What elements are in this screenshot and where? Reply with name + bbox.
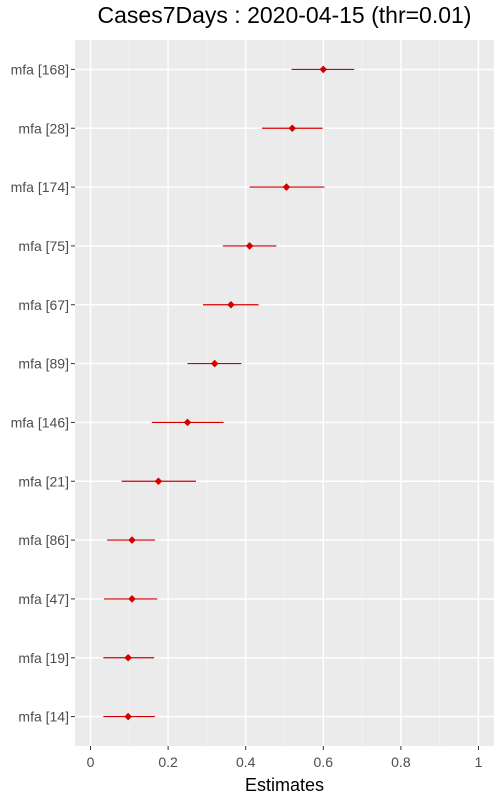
x-tick-label: 0.2 [158, 754, 178, 770]
chart-title: Cases7Days : 2020-04-15 (thr=0.01) [97, 2, 472, 28]
y-tick-label: mfa [174] [11, 179, 69, 195]
y-tick-label: mfa [47] [18, 591, 69, 607]
estimate-point [282, 183, 291, 191]
y-tick-label: mfa [19] [18, 650, 69, 666]
data-marks [103, 65, 355, 721]
estimate-point [124, 712, 132, 721]
y-tick-label: mfa [86] [18, 532, 69, 548]
estimate-point [124, 653, 132, 662]
y-tick-label: mfa [67] [18, 297, 69, 313]
x-tick-label: 0.4 [236, 754, 256, 770]
estimate-point [210, 359, 219, 368]
x-tick-label: 0.6 [314, 754, 334, 770]
estimate-point [183, 418, 192, 427]
x-axis-title: Estimates [245, 775, 324, 795]
estimate-point [154, 477, 163, 486]
x-axis: 0 0.2 0.4 0.6 0.8 1 [87, 746, 483, 770]
y-tick-label: mfa [14] [18, 709, 69, 725]
x-tick-label: 0.8 [391, 754, 411, 770]
y-tick-label: mfa [168] [11, 61, 69, 77]
y-tick-label: mfa [21] [18, 473, 69, 489]
y-tick-label: mfa [89] [18, 356, 69, 372]
estimate-point [245, 242, 254, 250]
estimate-point [128, 536, 136, 544]
estimate-point [319, 65, 328, 74]
x-tick-label: 0 [87, 754, 95, 770]
grid-major [75, 40, 494, 746]
estimate-point [288, 124, 297, 133]
grid-minor [128, 40, 441, 746]
x-tick-label: 1 [475, 754, 483, 770]
y-tick-label: mfa [28] [18, 120, 69, 136]
estimate-point [227, 300, 235, 309]
y-tick-label: mfa [146] [11, 414, 69, 430]
y-tick-label: mfa [75] [18, 238, 69, 254]
y-axis: mfa [168] mfa [28] mfa [174] mfa [75] mfa [6… [11, 61, 75, 725]
estimate-point [128, 595, 136, 603]
